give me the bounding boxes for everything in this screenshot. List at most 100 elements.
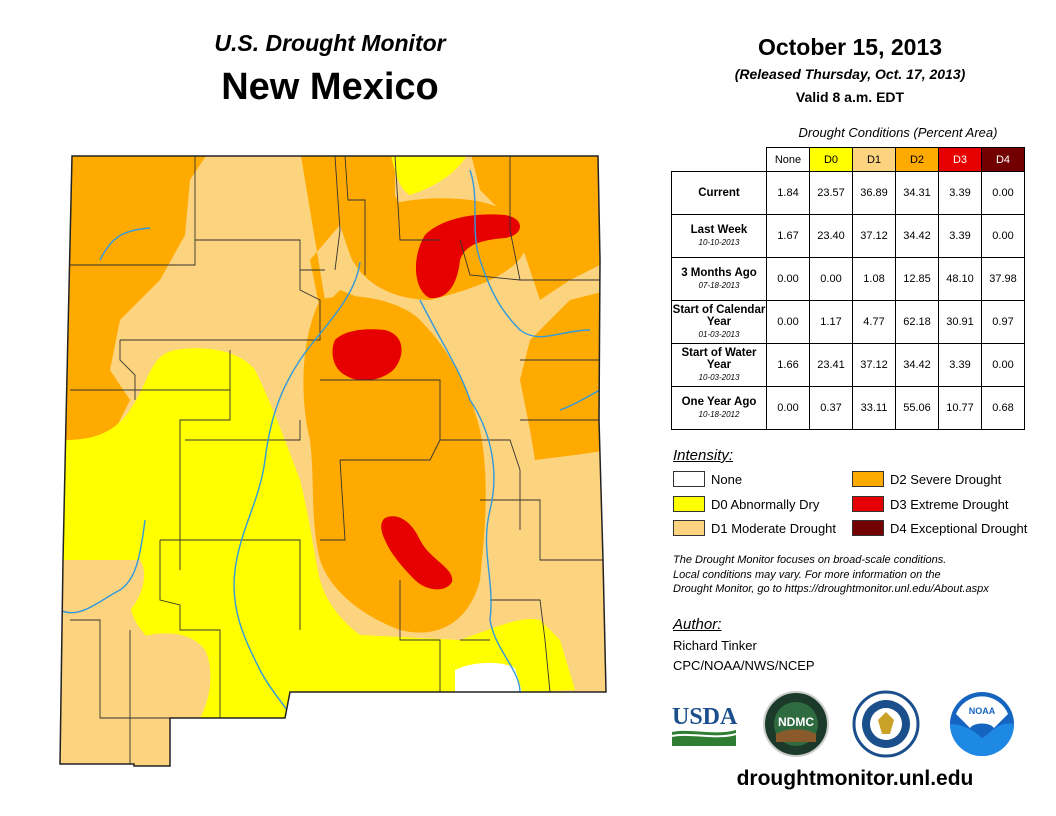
release-date: (Released Thursday, Oct. 17, 2013) [734, 66, 966, 82]
cell-value: 34.42 [895, 214, 939, 258]
legend-item-d2: D2 Severe Drought [852, 471, 1001, 487]
table-row: Current 1.84 23.57 36.89 34.31 3.39 0.00 [671, 171, 1025, 215]
row-label-text: Last Week [690, 223, 748, 236]
cell-value: 3.39 [938, 171, 982, 215]
usda-logo: USDA [671, 704, 738, 746]
row-label: Last Week 10-10-2013 [671, 214, 767, 258]
author-name: Richard Tinker [673, 638, 757, 653]
cell-value: 3.39 [938, 214, 982, 258]
legend-swatch-d2 [852, 471, 884, 487]
cell-value: 34.42 [895, 343, 939, 387]
row-label-text: Start of Calendar Year [672, 303, 766, 328]
col-header-d2: D2 [895, 147, 939, 172]
cell-value: 34.31 [895, 171, 939, 215]
d2-region-east [520, 290, 606, 460]
county-boundaries [70, 156, 605, 766]
cell-value: 0.37 [809, 386, 853, 430]
d3-region-south [381, 516, 453, 590]
note-line: Local conditions may vary. For more info… [673, 568, 941, 581]
legend-swatch-d3 [852, 496, 884, 512]
legend-label: D0 Abnormally Dry [711, 496, 820, 512]
legend-item-d0: D0 Abnormally Dry [673, 496, 819, 512]
cell-value: 1.66 [766, 343, 810, 387]
rio-grande [233, 261, 361, 719]
col-header-d0: D0 [809, 147, 853, 172]
cell-value: 36.89 [852, 171, 896, 215]
d3-region-central [332, 329, 402, 381]
drought-conditions-table: None D0 D1 D2 D3 D4 Current 1.84 23.57 3… [671, 147, 1025, 430]
cell-value: 55.06 [895, 386, 939, 430]
d1-region-sw-blob [130, 633, 211, 718]
d2-region-northeast [470, 156, 606, 300]
row-label-text: Current [698, 187, 740, 199]
cell-value: 0.00 [981, 214, 1025, 258]
row-label-text: 3 Months Ago [681, 266, 757, 279]
legend-swatch-none [673, 471, 705, 487]
legend-label: D4 Exceptional Drought [890, 520, 1028, 536]
page-title: New Mexico [221, 66, 439, 108]
row-label: Start of Water Year 10-03-2013 [671, 343, 767, 387]
note-line: Drought Monitor, go to https://droughtmo… [673, 583, 989, 595]
doc-seal-logo [852, 690, 920, 758]
d0-region-north-tip [390, 156, 470, 195]
ndmc-logo: NDMC [763, 691, 829, 757]
cell-value: 37.12 [852, 214, 896, 258]
d2-region-northwest [60, 156, 210, 440]
row-label: Start of Calendar Year 01-03-2013 [671, 300, 767, 344]
usda-logo-text: USDA [672, 704, 738, 730]
legend-swatch-d0 [673, 496, 705, 512]
col-header-d3: D3 [938, 147, 982, 172]
author-organization: CPC/NOAA/NWS/NCEP [673, 658, 815, 673]
drought-map [59, 155, 607, 767]
cell-value: 0.00 [766, 257, 810, 301]
san-juan-river [99, 227, 151, 261]
ndmc-logo-text: NDMC [778, 715, 814, 729]
note-line: The Drought Monitor focuses on broad-sca… [673, 554, 947, 566]
rivers [60, 169, 601, 719]
cell-value: 23.40 [809, 214, 853, 258]
legend-title: Intensity: [673, 447, 734, 464]
website-link[interactable]: droughtmonitor.unl.edu [736, 767, 974, 790]
cell-value: 23.57 [809, 171, 853, 215]
row-label: One Year Ago 10-18-2012 [671, 386, 767, 430]
table-row: 3 Months Ago 07-18-2013 0.00 0.00 1.08 12… [671, 257, 1025, 301]
row-date: 10-10-2013 [698, 237, 740, 247]
cell-value: 0.00 [766, 300, 810, 344]
cell-value: 0.68 [981, 386, 1025, 430]
row-date: 10-18-2012 [698, 409, 740, 419]
legend-swatch-d4 [852, 520, 884, 536]
cell-value: 30.91 [938, 300, 982, 344]
cell-value: 1.67 [766, 214, 810, 258]
cell-value: 37.98 [981, 257, 1025, 301]
row-date: 01-03-2013 [698, 329, 740, 339]
d1-region-southwest [60, 560, 170, 766]
valid-time: Valid 8 a.m. EDT [795, 89, 905, 105]
legend-item-d3: D3 Extreme Drought [852, 496, 1009, 512]
cell-value: 62.18 [895, 300, 939, 344]
table-row: Start of Water Year 10-03-2013 1.66 23.41… [671, 343, 1025, 387]
d0-region-west [60, 348, 575, 718]
table-header-row: None D0 D1 D2 D3 D4 [671, 147, 1025, 172]
table-row: One Year Ago 10-18-2012 0.00 0.37 33.11 5… [671, 386, 1025, 430]
eastern-river [559, 389, 601, 411]
row-label-text: One Year Ago [681, 395, 757, 408]
row-date: 07-18-2013 [698, 280, 740, 290]
row-label: 3 Months Ago 07-18-2013 [671, 257, 767, 301]
legend-label: D1 Moderate Drought [711, 520, 837, 536]
legend-label: D3 Extreme Drought [890, 496, 1009, 512]
row-label: Current [671, 171, 767, 215]
cell-value: 1.84 [766, 171, 810, 215]
author-heading: Author: [673, 616, 722, 633]
cell-value: 4.77 [852, 300, 896, 344]
cell-value: 0.00 [809, 257, 853, 301]
cell-value: 0.00 [766, 386, 810, 430]
table-corner [671, 147, 767, 172]
cell-value: 1.08 [852, 257, 896, 301]
noaa-logo-text: NOAA [969, 706, 996, 716]
cell-value: 12.85 [895, 257, 939, 301]
disclaimer-note: The Drought Monitor focuses on broad-sca… [673, 553, 1043, 597]
table-row: Start of Calendar Year 01-03-2013 0.00 1.… [671, 300, 1025, 344]
report-date: October 15, 2013 [757, 34, 943, 60]
pecos-river [419, 299, 521, 693]
cell-value: 0.00 [981, 171, 1025, 215]
